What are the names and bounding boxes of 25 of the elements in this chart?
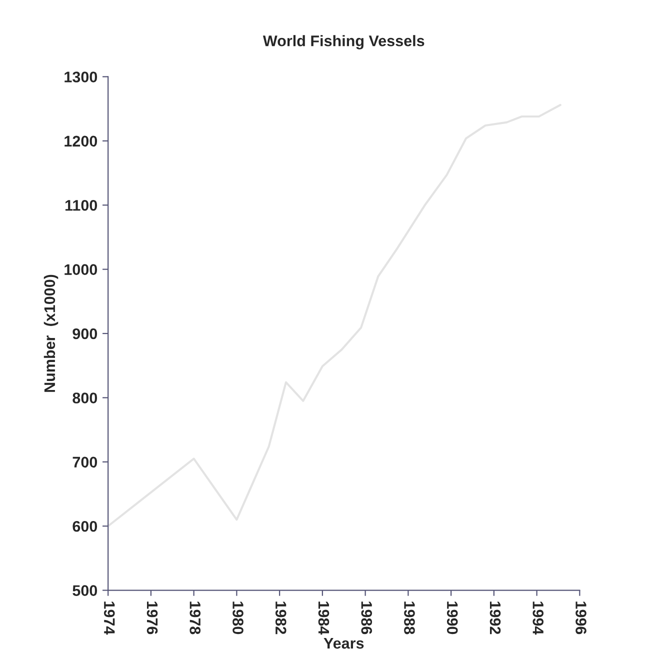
y-tick-label: 700 — [72, 456, 98, 468]
y-tick-label: 600 — [72, 520, 98, 532]
y-tick-label: 1200 — [64, 136, 98, 147]
x-tick-label: 1990 — [446, 602, 458, 634]
y-tick-label: 1100 — [65, 200, 98, 211]
x-tick-label: 1976 — [146, 602, 158, 634]
x-tick-label: 1992 — [490, 602, 501, 634]
y-tick-label: 1000 — [64, 264, 98, 275]
y-axis-title: Number (x1000) — [44, 274, 58, 392]
x-tick-label: 1982 — [275, 602, 286, 634]
line-series — [108, 104, 562, 528]
x-axis-title: Years — [324, 638, 364, 649]
x-tick-label: 1974 — [104, 602, 115, 635]
x-tick-label: 1996 — [576, 602, 586, 634]
y-tick-label: 900 — [72, 328, 98, 340]
y-tick-label: 1300 — [64, 72, 98, 82]
y-tick-label: 800 — [72, 392, 98, 404]
x-tick-label: 1986 — [361, 602, 372, 634]
x-tick-label: 1980 — [232, 602, 244, 634]
x-tick-label: 1994 — [532, 602, 544, 635]
x-tick-label: 1978 — [190, 602, 201, 634]
chart-title: World Fishing Vessels — [262, 35, 424, 50]
y-tick-label: 500 — [72, 585, 98, 596]
x-tick-label: 1984 — [318, 602, 330, 635]
x-tick-label: 1988 — [404, 602, 415, 634]
